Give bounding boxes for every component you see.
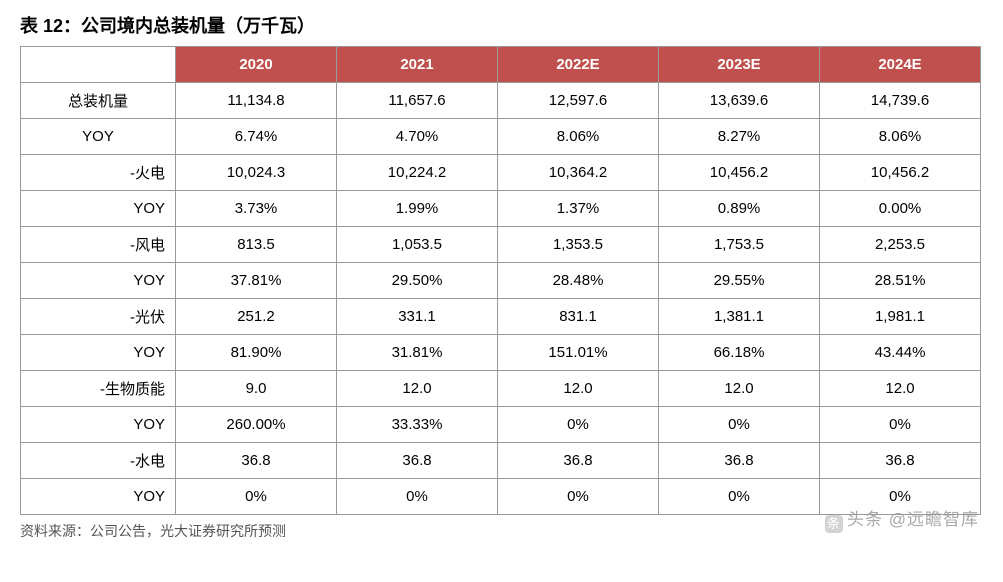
col-header: 2022E: [498, 47, 659, 83]
row-label: -水电: [21, 443, 176, 479]
cell: 0%: [176, 479, 337, 515]
col-header: 2024E: [820, 47, 981, 83]
cell: 81.90%: [176, 335, 337, 371]
cell: 8.06%: [498, 119, 659, 155]
cell: 28.51%: [820, 263, 981, 299]
table-row: -火电10,024.310,224.210,364.210,456.210,45…: [21, 155, 981, 191]
table-row: -风电813.51,053.51,353.51,753.52,253.5: [21, 227, 981, 263]
cell: 151.01%: [498, 335, 659, 371]
cell: 12,597.6: [498, 83, 659, 119]
cell: 0%: [820, 407, 981, 443]
row-label: YOY: [21, 119, 176, 155]
cell: 0.89%: [659, 191, 820, 227]
cell: 43.44%: [820, 335, 981, 371]
row-label: 总装机量: [21, 83, 176, 119]
cell: 0%: [659, 479, 820, 515]
table-row: YOY6.74%4.70%8.06%8.27%8.06%: [21, 119, 981, 155]
header-corner: [21, 47, 176, 83]
cell: 831.1: [498, 299, 659, 335]
cell: 11,134.8: [176, 83, 337, 119]
cell: 0%: [820, 479, 981, 515]
cell: 251.2: [176, 299, 337, 335]
table-row: -生物质能9.012.012.012.012.0: [21, 371, 981, 407]
cell: 8.27%: [659, 119, 820, 155]
cell: 29.50%: [337, 263, 498, 299]
cell: 331.1: [337, 299, 498, 335]
cell: 13,639.6: [659, 83, 820, 119]
cell: 1,053.5: [337, 227, 498, 263]
cell: 1,753.5: [659, 227, 820, 263]
table-body: 总装机量11,134.811,657.612,597.613,639.614,7…: [21, 83, 981, 515]
cell: 1.37%: [498, 191, 659, 227]
cell: 36.8: [337, 443, 498, 479]
cell: 66.18%: [659, 335, 820, 371]
cell: 3.73%: [176, 191, 337, 227]
cell: 36.8: [659, 443, 820, 479]
cell: 10,224.2: [337, 155, 498, 191]
cell: 8.06%: [820, 119, 981, 155]
cell: 10,456.2: [659, 155, 820, 191]
table-row: -光伏251.2331.1831.11,381.11,981.1: [21, 299, 981, 335]
row-label: -风电: [21, 227, 176, 263]
cell: 0.00%: [820, 191, 981, 227]
capacity-table: 202020212022E2023E2024E 总装机量11,134.811,6…: [20, 46, 981, 515]
cell: 31.81%: [337, 335, 498, 371]
cell: 12.0: [820, 371, 981, 407]
cell: 0%: [498, 479, 659, 515]
cell: 12.0: [498, 371, 659, 407]
cell: 1,981.1: [820, 299, 981, 335]
cell: 28.48%: [498, 263, 659, 299]
cell: 36.8: [498, 443, 659, 479]
table-row: YOY3.73%1.99%1.37%0.89%0.00%: [21, 191, 981, 227]
table-header-row: 202020212022E2023E2024E: [21, 47, 981, 83]
table-row: -水电36.836.836.836.836.8: [21, 443, 981, 479]
col-header: 2021: [337, 47, 498, 83]
table-title: 表 12：公司境内总装机量（万千瓦）: [20, 12, 983, 38]
row-label: YOY: [21, 479, 176, 515]
cell: 37.81%: [176, 263, 337, 299]
cell: 1.99%: [337, 191, 498, 227]
cell: 10,456.2: [820, 155, 981, 191]
table-row: 总装机量11,134.811,657.612,597.613,639.614,7…: [21, 83, 981, 119]
cell: 10,364.2: [498, 155, 659, 191]
table-row: YOY260.00%33.33%0%0%0%: [21, 407, 981, 443]
cell: 36.8: [820, 443, 981, 479]
cell: 260.00%: [176, 407, 337, 443]
table-row: YOY0%0%0%0%0%: [21, 479, 981, 515]
cell: 813.5: [176, 227, 337, 263]
row-label: -生物质能: [21, 371, 176, 407]
cell: 1,353.5: [498, 227, 659, 263]
cell: 12.0: [337, 371, 498, 407]
col-header: 2020: [176, 47, 337, 83]
cell: 2,253.5: [820, 227, 981, 263]
cell: 9.0: [176, 371, 337, 407]
cell: 11,657.6: [337, 83, 498, 119]
row-label: -光伏: [21, 299, 176, 335]
table-row: YOY37.81%29.50%28.48%29.55%28.51%: [21, 263, 981, 299]
source-note: 资料来源：公司公告，光大证券研究所预测: [20, 521, 983, 541]
cell: 29.55%: [659, 263, 820, 299]
cell: 12.0: [659, 371, 820, 407]
cell: 10,024.3: [176, 155, 337, 191]
cell: 33.33%: [337, 407, 498, 443]
cell: 14,739.6: [820, 83, 981, 119]
cell: 1,381.1: [659, 299, 820, 335]
cell: 4.70%: [337, 119, 498, 155]
cell: 0%: [659, 407, 820, 443]
row-label: YOY: [21, 407, 176, 443]
row-label: -火电: [21, 155, 176, 191]
cell: 0%: [498, 407, 659, 443]
row-label: YOY: [21, 263, 176, 299]
row-label: YOY: [21, 191, 176, 227]
cell: 36.8: [176, 443, 337, 479]
col-header: 2023E: [659, 47, 820, 83]
row-label: YOY: [21, 335, 176, 371]
cell: 6.74%: [176, 119, 337, 155]
table-row: YOY81.90%31.81%151.01%66.18%43.44%: [21, 335, 981, 371]
cell: 0%: [337, 479, 498, 515]
